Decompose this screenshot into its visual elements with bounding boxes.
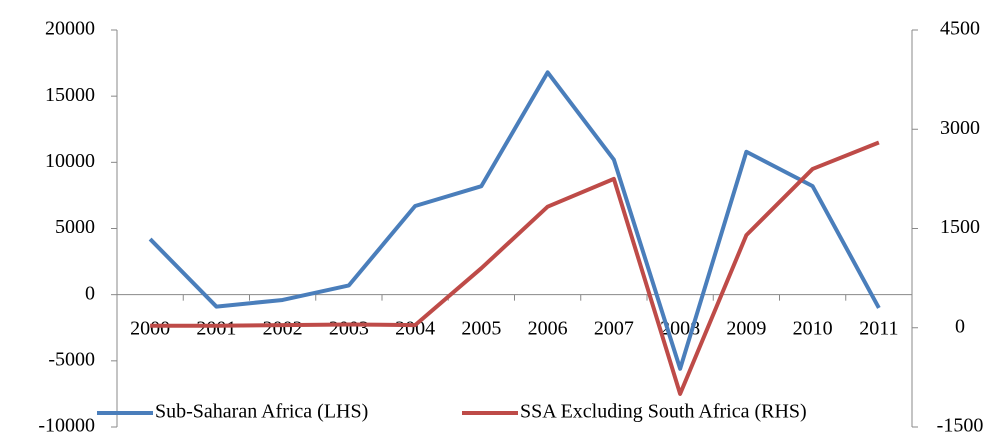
y-tick-label: -5000 (48, 348, 95, 370)
legend-label: SSA Excluding South Africa (RHS) (520, 401, 807, 423)
x-tick-label: 2003 (329, 317, 369, 339)
legend-label: Sub-Saharan Africa (LHS) (155, 401, 368, 423)
y2-tick-label: -1500 (937, 415, 984, 437)
x-tick-label: 2007 (594, 317, 634, 339)
y-tick-label: 15000 (45, 84, 95, 106)
x-tick-label: 2006 (528, 317, 568, 339)
y-tick-label: 10000 (45, 150, 95, 172)
y-tick-label: 0 (85, 282, 95, 304)
series-line (150, 140, 880, 396)
x-tick-label: 2004 (395, 317, 435, 339)
x-tick-label: 2001 (196, 317, 236, 339)
y2-tick-label: 4500 (940, 18, 980, 40)
y-tick-label: 20000 (45, 18, 95, 40)
x-tick-label: 2002 (263, 317, 303, 339)
x-tick-label: 2000 (130, 317, 170, 339)
y2-tick-label: 3000 (940, 117, 980, 139)
y-tick-label: -10000 (38, 415, 95, 437)
x-tick-label: 2010 (793, 317, 833, 339)
x-tick-label: 2011 (859, 317, 898, 339)
y-tick-label: 5000 (55, 216, 95, 238)
series-line (148, 70, 881, 371)
x-tick-label: 2005 (461, 317, 501, 339)
y2-tick-label: 0 (955, 315, 965, 337)
x-tick-label: 2009 (726, 317, 766, 339)
y2-tick-label: 1500 (940, 216, 980, 238)
